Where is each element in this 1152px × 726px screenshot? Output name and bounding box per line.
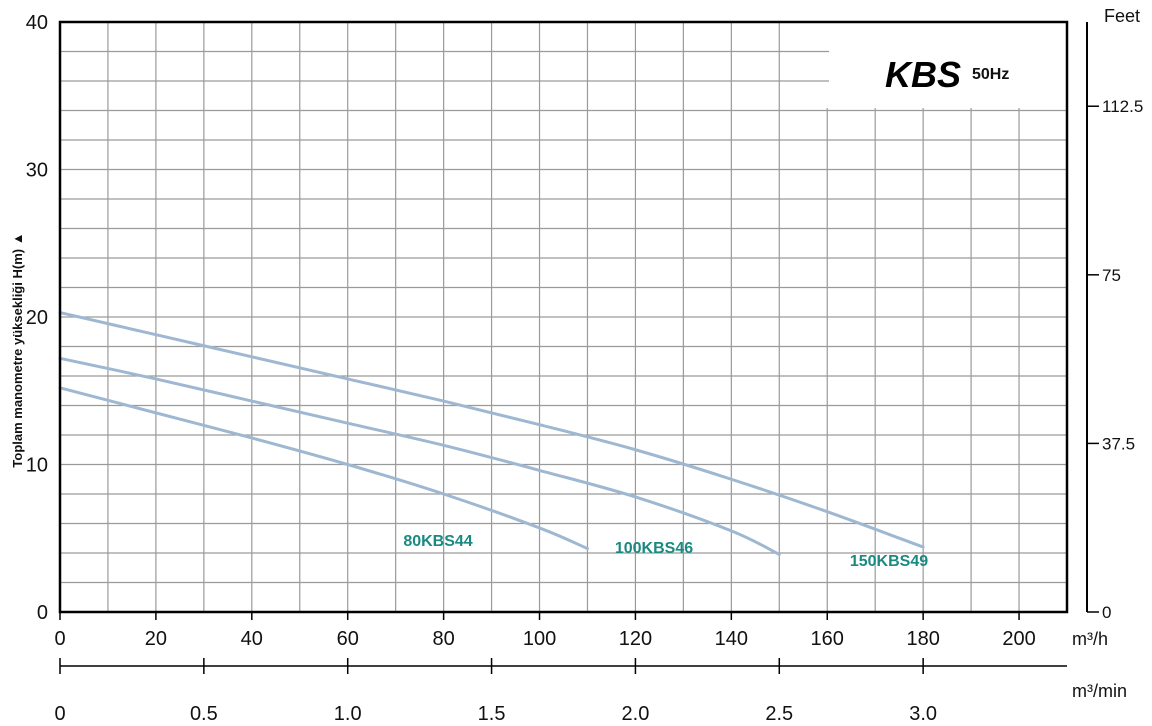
- y-tick-label: 10: [26, 455, 48, 477]
- series-label-100KBS46: 100KBS46: [615, 540, 693, 557]
- x-m3min-tick-label: 0.5: [190, 703, 218, 725]
- x-m3min-tick-label: 2.5: [765, 703, 793, 725]
- right-tick-label: 112.5: [1102, 97, 1143, 116]
- x-tick-label: 140: [715, 628, 748, 650]
- y-tick-label: 40: [26, 12, 48, 34]
- right-tick-label: 75: [1102, 266, 1121, 285]
- x-tick-label: 40: [241, 628, 263, 650]
- legend-background: [829, 22, 1067, 108]
- series-label-150KBS49: 150KBS49: [850, 553, 928, 570]
- x-unit-m3min: m³/min: [1072, 681, 1127, 701]
- y-axis-label-text: Toplam manometre yüksekliği H(m): [10, 249, 25, 468]
- x-m3min-tick-label: 1.0: [334, 703, 362, 725]
- y-tick-label: 20: [26, 307, 48, 329]
- curve-150KBS49: [58, 311, 925, 549]
- y-tick-label: 30: [26, 160, 48, 182]
- x-tick-label: 60: [337, 628, 359, 650]
- x-m3min-tick-label: 1.5: [478, 703, 506, 725]
- curve-100KBS46: [58, 356, 781, 556]
- x-tick-label: 20: [145, 628, 167, 650]
- x-tick-label: 160: [811, 628, 844, 650]
- x-tick-label: 120: [619, 628, 652, 650]
- x-m3min-tick-label: 2.0: [622, 703, 650, 725]
- x-tick-label: 180: [906, 628, 939, 650]
- x-tick-label: 0: [54, 628, 65, 650]
- y-axis-label: Toplam manometre yüksekliği H(m) ▲: [10, 232, 25, 467]
- x-m3min-tick-label: 0: [54, 703, 65, 725]
- y-tick-label: 0: [37, 602, 48, 624]
- x-unit-m3h: m³/h: [1072, 629, 1108, 649]
- series-labels: 80KBS44 100KBS46 150KBS49: [403, 533, 928, 570]
- x-axis-m3min: 0 0.5 1.0 1.5 2.0 2.5 3.0: [54, 658, 1067, 725]
- x-tick-label: 80: [432, 628, 454, 650]
- legend-box: KBS 50Hz: [829, 22, 1067, 108]
- frequency-label: 50Hz: [972, 66, 1009, 83]
- right-tick-label: 37.5: [1102, 434, 1135, 453]
- grid: [60, 22, 1067, 612]
- y-axis-ticks: 0 10 20 30 40: [26, 12, 48, 624]
- right-axis-unit: Feet: [1104, 6, 1140, 26]
- x-axis-m3h-ticks: 0 20 40 60 80 100 120 140 160 180 200: [54, 612, 1036, 650]
- plot-frame: [58, 20, 1069, 614]
- y-axis-arrow-icon: ▲: [10, 232, 25, 248]
- x-m3min-tick-label: 3.0: [909, 703, 937, 725]
- brand-label: KBS: [885, 54, 961, 95]
- x-tick-label: 100: [523, 628, 556, 650]
- curve-80KBS44: [58, 386, 589, 551]
- right-tick-label: 0: [1102, 603, 1111, 622]
- curves: [58, 311, 925, 556]
- x-tick-label: 200: [1002, 628, 1035, 650]
- series-label-80KBS44: 80KBS44: [403, 533, 472, 550]
